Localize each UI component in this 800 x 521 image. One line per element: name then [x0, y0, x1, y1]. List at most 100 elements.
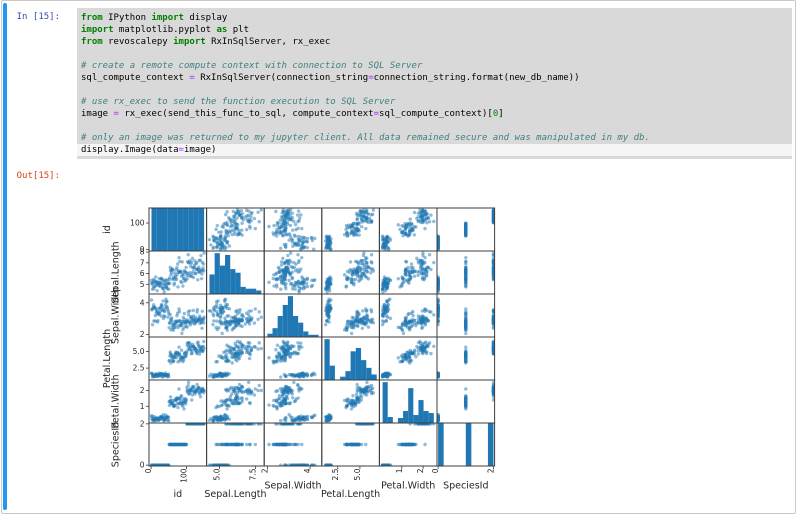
code-line: sql_compute_context = RxInSqlServer(conn…: [77, 72, 792, 84]
y-tick-label: 4: [140, 298, 145, 307]
pairplot-cell-Petal.Length-vs-SpeciesId: [437, 339, 495, 379]
x-tick-label: 2: [260, 468, 269, 473]
code-token: =: [178, 145, 184, 155]
y-tick-label: 6: [140, 269, 145, 278]
pairplot-cell-Sepal.Length-vs-id: [149, 251, 206, 294]
pairplot-cell-SpeciesId-vs-Petal.Length: [324, 423, 376, 466]
pairplot-cell-Petal.Length-vs-Sepal.Length: [207, 339, 264, 379]
y-tick-label: 5.0: [133, 347, 145, 356]
pairplot-cell-id-vs-Sepal.Width: [267, 208, 317, 251]
pairplot-cell-Sepal.Width-vs-Sepal.Width: [267, 296, 319, 337]
code-token: # only an image was returned to my jupyt…: [81, 133, 650, 143]
code-line: [77, 48, 792, 60]
pairplot-cell-Sepal.Width-vs-SpeciesId: [437, 297, 495, 336]
y-axis-label: Sepal.Width: [111, 287, 122, 344]
y-tick-label: 7: [140, 258, 145, 267]
pairplot-cell-Sepal.Width-vs-id: [149, 297, 206, 336]
code-token: import: [151, 13, 184, 23]
code-editor[interactable]: from IPython import display import matplo…: [77, 8, 792, 159]
x-axis-label: Sepal.Length: [204, 489, 266, 500]
code-line: from IPython import display: [77, 12, 792, 24]
x-tick-label: 5.0: [353, 468, 362, 480]
code-token: import: [81, 25, 114, 35]
y-axis-label: id: [102, 225, 113, 234]
pairplot-cell-Sepal.Length-vs-Petal.Length: [324, 251, 376, 294]
code-line: display.Image(data=image): [77, 144, 792, 156]
pairplot-cell-id-vs-Petal.Width: [380, 208, 436, 251]
code-token: 0: [492, 109, 499, 119]
x-tick-label: 2: [486, 468, 495, 473]
pairplot-cell-Sepal.Length-vs-SpeciesId: [437, 251, 495, 294]
y-tick-label: 1: [140, 402, 145, 411]
code-token: as: [216, 25, 228, 35]
y-tick-label: 5: [140, 280, 145, 289]
y-axis-label: Petal.Width: [111, 374, 122, 428]
code-token: from: [81, 37, 103, 47]
output-prompt: Out[15]:: [16, 171, 60, 181]
code-token: =: [113, 109, 119, 119]
pairplot-cell-Petal.Length-vs-id: [149, 339, 206, 379]
pairplot-cell-Petal.Width-vs-Petal.Width: [382, 382, 434, 423]
x-tick-label: 100: [179, 468, 188, 483]
code-line: # create a remote compute context with c…: [77, 60, 792, 72]
y-tick-label: 2: [140, 419, 145, 428]
code-token: # create a remote compute context with c…: [81, 61, 423, 71]
x-axis-label: id: [173, 489, 182, 500]
code-token: rx_exec(send_this_func_to_sql, compute_c…: [118, 109, 374, 119]
x-axis-label: Sepal.Width: [265, 480, 322, 491]
pairplot-cell-id-vs-Petal.Length: [324, 208, 376, 251]
pairplot-cell-SpeciesId-vs-Sepal.Length: [207, 423, 264, 466]
x-tick-label: 4: [303, 468, 312, 473]
pairplot-cell-Petal.Width-vs-Petal.Length: [324, 380, 376, 423]
pairplot-cell-Petal.Width-vs-SpeciesId: [437, 380, 495, 423]
code-token: display.Image(data: [81, 145, 179, 155]
pairplot-cell-Sepal.Length-vs-Sepal.Length: [209, 253, 262, 294]
x-tick-label: 5.0: [213, 468, 222, 480]
y-tick-label: 100: [130, 219, 145, 228]
x-tick-label: 0: [431, 468, 440, 473]
pairplot-cell-SpeciesId-vs-Petal.Width: [380, 423, 436, 466]
y-tick-label: 2.5: [133, 364, 145, 373]
code-token: IPython: [102, 13, 152, 23]
y-axis-label: Petal.Length: [102, 329, 113, 388]
code-line: [77, 84, 792, 96]
pairplot-cell-Sepal.Length-vs-Sepal.Width: [267, 251, 317, 294]
pairplot-cell-SpeciesId-vs-Sepal.Width: [267, 423, 317, 466]
pairplot-cell-SpeciesId-vs-SpeciesId: [438, 423, 494, 466]
code-token: from: [81, 13, 103, 23]
pairplot-cell-Petal.Length-vs-Petal.Width: [380, 339, 436, 379]
pairplot-cell-Sepal.Width-vs-Sepal.Length: [207, 297, 264, 336]
y-tick-label: 2: [140, 386, 145, 395]
y-axis-label: Sepal.Length: [111, 241, 122, 303]
pairplot-cell-Sepal.Width-vs-Petal.Width: [380, 297, 436, 336]
y-axis-label: SpeciesId: [111, 422, 122, 467]
code-token: revoscalepy: [102, 37, 174, 47]
code-token: # use rx_exec to send the function execu…: [81, 97, 396, 107]
y-tick-label: 0: [140, 461, 145, 470]
code-token: sql_compute_context)[: [379, 109, 493, 119]
pairplot-cell-Petal.Width-vs-id: [149, 380, 206, 423]
x-tick-label: 2: [416, 468, 425, 473]
code-line: # only an image was returned to my jupyt…: [77, 132, 792, 144]
pairplot-output-image: 1000id5678Sepal.Length24Sepal.Width2.55.…: [102, 207, 495, 500]
input-prompt: In [15]:: [16, 12, 60, 22]
x-axis-label: SpeciesId: [443, 480, 488, 491]
code-token: RxInSqlServer(connection_string: [194, 73, 369, 83]
code-line: from revoscalepy import RxInSqlServer, r…: [77, 36, 792, 48]
x-tick-label: 0: [144, 468, 153, 473]
pairplot-cell-SpeciesId-vs-id: [149, 423, 206, 466]
y-tick-label: 2: [140, 330, 145, 339]
code-token: import: [173, 37, 206, 47]
code-token: =: [373, 109, 380, 119]
y-tick-label: 0: [140, 245, 145, 254]
pairplot-cell-id-vs-SpeciesId: [437, 208, 495, 251]
code-line: import matplotlib.pyplot as plt: [77, 24, 792, 36]
code-line: # use rx_exec to send the function execu…: [77, 96, 792, 108]
code-token: =: [189, 73, 195, 83]
code-line: image = rx_exec(send_this_func_to_sql, c…: [77, 108, 792, 120]
x-tick-label: 2.5: [331, 468, 340, 480]
code-token: connection_string.format(new_db_name)): [373, 73, 580, 83]
pairplot-cell-Petal.Length-vs-Petal.Length: [324, 339, 377, 380]
code-token: matplotlib.pyplot: [113, 25, 217, 35]
